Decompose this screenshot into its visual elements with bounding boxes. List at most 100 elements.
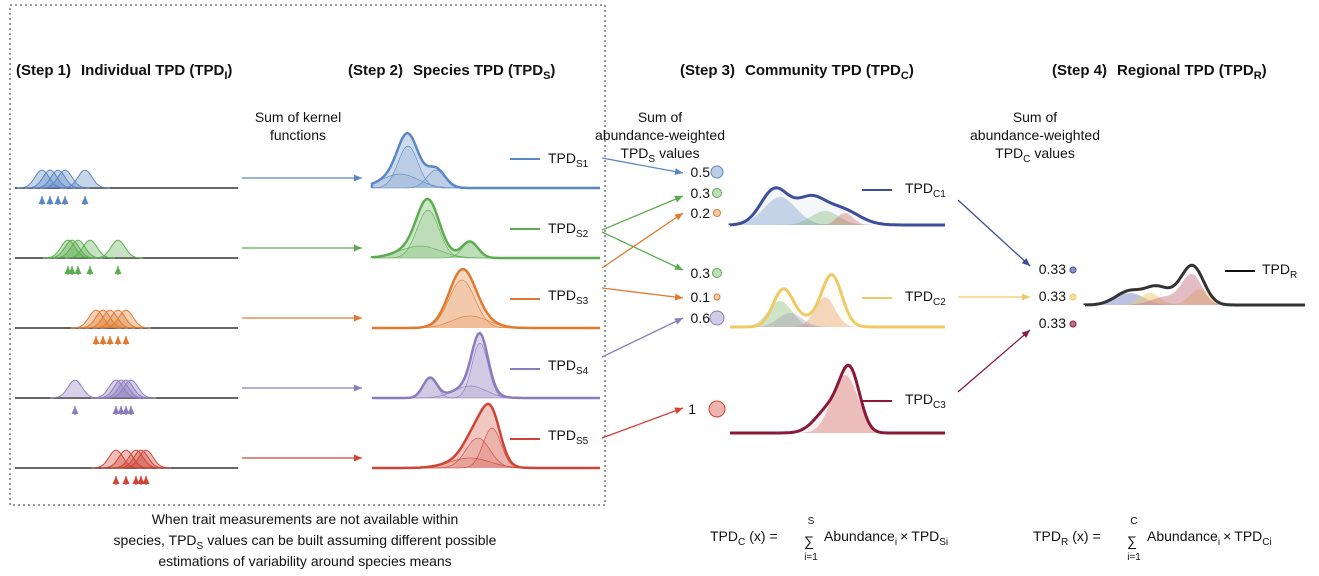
species-label: TPDS3	[548, 287, 589, 307]
individual-tpd	[101, 450, 151, 468]
arrow-head	[674, 263, 683, 270]
individual-tpd-outline	[92, 239, 144, 259]
individual-tpd	[106, 380, 156, 398]
arrow-head	[1022, 293, 1030, 301]
species-component	[372, 210, 600, 258]
arrow-head	[132, 476, 140, 484]
species-component	[372, 428, 600, 468]
community-label: TPDC2	[905, 288, 946, 308]
arrow	[957, 199, 1031, 267]
weight-dot	[713, 209, 721, 217]
arrow-head	[99, 336, 107, 344]
species-component	[372, 174, 600, 188]
weight-label: Sum of	[1013, 109, 1057, 125]
arrow-head	[674, 195, 683, 203]
individual-tpd	[33, 170, 83, 188]
arrow	[601, 287, 684, 299]
species-label: TPDS1	[548, 150, 589, 170]
regional-label: TPDR	[1262, 261, 1297, 281]
individual-tpd-outline	[49, 379, 101, 399]
individual-tpd	[60, 170, 110, 188]
shapes	[15, 131, 1305, 485]
community-part	[730, 375, 945, 433]
individual-tpd	[43, 240, 93, 258]
weight-label: abundance-weighted	[970, 127, 1100, 143]
weight: 0.1	[691, 289, 711, 305]
formula: TPDR (x) = ∑ C i=1 Abundancei × TPDCi	[1033, 516, 1272, 563]
species-component	[372, 343, 600, 398]
community-part	[730, 297, 945, 327]
species-tpd	[372, 198, 600, 258]
species-tpd	[372, 269, 600, 328]
individual-tpd-outline	[90, 449, 142, 469]
individual-tpd-outline	[100, 309, 152, 329]
arrow-head	[354, 314, 362, 322]
weight-dot	[708, 400, 726, 418]
arrow-head	[112, 476, 120, 484]
arrow	[601, 407, 684, 439]
sigma: ∑	[804, 533, 814, 549]
community-part	[730, 197, 945, 225]
arrow	[601, 231, 684, 271]
weight-dot	[1069, 293, 1077, 301]
arrow-head	[114, 336, 122, 344]
species-component	[372, 170, 600, 188]
arrow-head	[81, 196, 89, 204]
weight: 0.33	[1039, 261, 1066, 277]
arrow-head	[112, 406, 120, 414]
individual-tpd-outline	[52, 239, 104, 259]
footnote: When trait measurements are not availabl…	[152, 511, 459, 527]
individual-tpd-outline	[105, 379, 157, 399]
individual-tpd-outline	[110, 449, 162, 469]
weight-label: TPDC values	[995, 145, 1075, 165]
arrow-head	[674, 213, 683, 221]
individual-tpd	[47, 240, 97, 258]
kernel-label: Sum of kernel	[255, 109, 341, 125]
step-title: (Step 1) Individual TPD (TPDI)	[16, 62, 232, 82]
species-component-outline	[372, 315, 600, 329]
regional-part	[1085, 273, 1305, 305]
sigma-lower: i=1	[804, 552, 818, 563]
individual-tpd-outline	[32, 169, 84, 189]
species-label: TPDS4	[548, 357, 589, 377]
community-part	[730, 301, 945, 327]
weight: 0.3	[691, 265, 711, 281]
species-component	[372, 438, 600, 468]
arrow-head	[354, 244, 362, 252]
individual-tpd	[101, 310, 151, 328]
individual-tpd-outline	[95, 379, 147, 399]
arrow-head	[122, 406, 130, 414]
community-part	[730, 213, 945, 225]
arrow-head	[68, 266, 76, 274]
arrow	[601, 212, 684, 269]
individual-tpd-outline	[100, 379, 152, 399]
individual-tpd	[91, 450, 141, 468]
step-title: (Step 2) Species TPD (TPDS)	[348, 62, 555, 82]
arrow-head	[122, 336, 130, 344]
arrow	[601, 157, 684, 174]
arrow-head	[674, 293, 683, 301]
formula: TPDC (x) = ∑ S i=1 Abundancei × TPDSi	[710, 516, 948, 563]
community-tpd-outline	[728, 186, 945, 227]
community-tpd-outline	[730, 363, 945, 435]
individual-tpd	[53, 240, 103, 258]
weight-dot	[710, 165, 724, 179]
individual-tpd-outline	[16, 169, 68, 189]
sigma-upper: C	[1130, 516, 1137, 527]
arrow	[601, 317, 684, 358]
weight-dot	[713, 293, 721, 301]
arrow-head	[106, 336, 114, 344]
arrow-head	[127, 406, 135, 414]
individual-tpd-outline	[59, 169, 111, 189]
species-component	[372, 146, 600, 188]
sigma: ∑	[1127, 533, 1137, 549]
formula-rhs: Abundancei × TPDCi	[1147, 528, 1272, 548]
community-label: TPDC1	[905, 180, 946, 200]
arrow-head	[46, 196, 54, 204]
weight-dot	[712, 268, 722, 278]
individual-tpd-outline	[70, 309, 122, 329]
footnote: species, TPDS values can be built assumin…	[114, 532, 497, 552]
individual-tpd	[116, 450, 166, 468]
weight: 0.33	[1039, 288, 1066, 304]
